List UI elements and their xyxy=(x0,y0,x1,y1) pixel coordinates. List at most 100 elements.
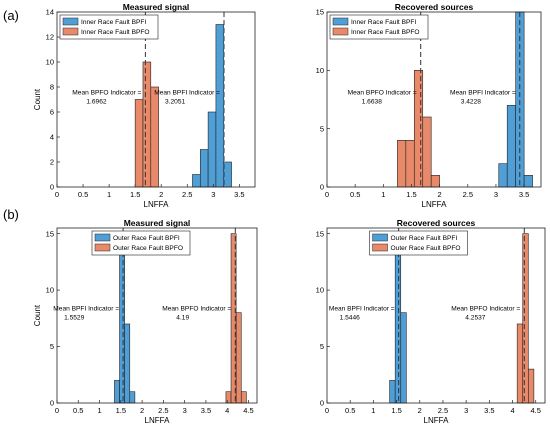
x-tick-label: 1 xyxy=(97,406,101,415)
y-tick-label: 2 xyxy=(50,158,54,167)
y-tick-label: 15 xyxy=(46,229,54,238)
y-axis-label: Count xyxy=(33,88,42,110)
x-tick-label: 3 xyxy=(494,190,498,199)
legend-swatch xyxy=(62,27,79,36)
legend-entry-label: Inner Race Fault BPFI xyxy=(351,19,416,26)
histogram-bar xyxy=(124,323,131,404)
chart-title: Recovered sources xyxy=(397,218,476,228)
mean-annotation-value: 1.6638 xyxy=(362,98,383,105)
histogram-bar xyxy=(413,70,424,188)
legend-entry-label: Outer Race Fault BPFO xyxy=(113,245,183,252)
histogram-bar xyxy=(389,380,396,404)
legend-entry-label: Inner Race Fault BPFO xyxy=(81,29,150,36)
histogram-bar xyxy=(422,116,432,188)
mean-annotation-value: 1.5529 xyxy=(64,314,85,321)
x-tick-label: 3 xyxy=(211,190,215,199)
x-tick-label: 0.5 xyxy=(350,190,360,199)
x-tick-label: 2.5 xyxy=(158,406,168,415)
chart-1: Mean BPFO Indicator = 1.6962 Mean BPFI Ind… xyxy=(33,2,256,209)
x-tick-label: 1 xyxy=(107,190,111,199)
x-tick-label: 0 xyxy=(325,406,329,415)
histogram-bar xyxy=(394,233,402,404)
legend-entry-label: Inner Race Fault BPFO xyxy=(351,29,420,36)
x-tick-label: 1 xyxy=(381,190,385,199)
histogram-bar xyxy=(225,391,232,404)
plot-area-frame xyxy=(56,227,258,404)
histogram-bar xyxy=(142,61,152,188)
legend-swatch xyxy=(332,17,349,26)
mean-annotation-label: Mean BPFI Indicator = xyxy=(450,89,516,96)
legend-swatch xyxy=(372,233,388,242)
chart-title: Measured signal xyxy=(124,218,191,228)
y-tick-label: 0 xyxy=(320,399,324,408)
legend-entry-label: Outer Race Fault BPFI xyxy=(391,235,458,242)
y-tick-label: 6 xyxy=(50,108,54,117)
legend-entry-label: Outer Race Fault BPFI xyxy=(113,235,180,242)
y-tick-label: 8 xyxy=(50,83,54,92)
histogram-bar xyxy=(114,380,120,404)
x-tick-label: 0 xyxy=(55,190,59,199)
mean-annotation-label: Mean BPFO Indicator = xyxy=(162,305,231,312)
mean-annotation-value: 4.2537 xyxy=(465,314,486,321)
x-tick-label: 1.5 xyxy=(406,190,416,199)
y-tick-label: 10 xyxy=(316,66,324,75)
mean-annotation-label: Mean BPFI Indicator = xyxy=(154,89,220,96)
chart-2: Mean BPFO Indicator = 1.6638 Mean BPFI Ind… xyxy=(316,2,542,209)
histogram-bar xyxy=(506,105,516,188)
x-axis-label: LNFFA xyxy=(422,200,448,209)
x-tick-label: 3.5 xyxy=(484,406,494,415)
x-tick-label: 2 xyxy=(159,190,163,199)
x-tick-label: 0.5 xyxy=(345,406,355,415)
x-tick-label: 0 xyxy=(325,190,329,199)
x-tick-label: 3.5 xyxy=(234,190,244,199)
histogram-bar xyxy=(498,163,508,188)
y-tick-label: 4 xyxy=(50,133,54,142)
mean-annotation-label: Mean BPFO Indicator = xyxy=(72,89,141,96)
y-tick-label: 5 xyxy=(320,342,324,351)
x-tick-label: 0.5 xyxy=(73,406,83,415)
plot-area-frame xyxy=(56,11,256,188)
x-tick-label: 3 xyxy=(183,406,187,415)
plot-area-frame xyxy=(326,227,546,404)
y-tick-label: 10 xyxy=(46,286,54,295)
x-tick-label: 3.5 xyxy=(201,406,211,415)
histogram-bar xyxy=(527,368,535,404)
y-tick-label: 0 xyxy=(50,183,54,192)
chart-3: Mean BPFI Indicator = 1.5529 Mean BPFO Ind… xyxy=(33,218,258,425)
histogram-bar xyxy=(134,99,144,188)
x-tick-label: 4.5 xyxy=(243,406,253,415)
legend: Inner Race Fault BPFI Inner Race Fault BP… xyxy=(59,14,159,40)
histogram-bar xyxy=(523,175,533,188)
y-tick-label: 10 xyxy=(316,286,324,295)
histogram-bar xyxy=(199,149,209,188)
x-tick-label: 2 xyxy=(438,190,442,199)
x-tick-label: 1.5 xyxy=(130,190,140,199)
histogram-bar xyxy=(119,233,125,404)
legend-swatch xyxy=(62,17,79,26)
x-tick-label: 2 xyxy=(418,406,422,415)
x-tick-label: 2.5 xyxy=(438,406,448,415)
x-tick-label: 4 xyxy=(510,406,514,415)
histogram-bar xyxy=(522,233,529,404)
plot-area-frame xyxy=(326,11,542,188)
histogram-bar xyxy=(235,312,242,404)
y-tick-label: 0 xyxy=(50,399,54,408)
y-tick-label: 14 xyxy=(46,8,54,17)
histogram-bar xyxy=(215,24,225,188)
legend-entry-label: Inner Race Fault BPFI xyxy=(81,19,146,26)
histogram-bar xyxy=(397,140,407,188)
y-tick-label: 15 xyxy=(316,8,324,17)
x-axis-label: LNFFA xyxy=(144,200,170,209)
x-axis-label: LNFFA xyxy=(424,416,450,425)
x-tick-label: 1 xyxy=(371,406,375,415)
y-tick-label: 12 xyxy=(46,33,54,42)
x-tick-label: 0 xyxy=(55,406,59,415)
y-tick-label: 5 xyxy=(320,124,324,133)
histogram-bar xyxy=(400,312,407,404)
histogram-bar xyxy=(516,323,524,404)
x-tick-label: 3.5 xyxy=(519,190,529,199)
y-tick-label: 5 xyxy=(50,342,54,351)
legend: Outer Race Fault BPFI Outer Race Fault BP… xyxy=(369,230,468,256)
